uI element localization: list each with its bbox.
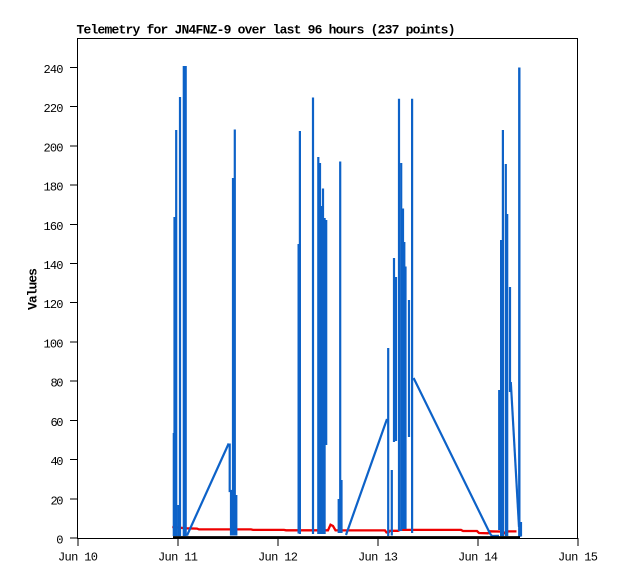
svg-text:Telemetry for JN4FNZ-9 over la: Telemetry for JN4FNZ-9 over last 96 hour… — [77, 23, 456, 38]
svg-text:Jun 12: Jun 12 — [258, 551, 298, 565]
svg-text:200: 200 — [44, 141, 64, 155]
svg-text:120: 120 — [44, 298, 64, 312]
svg-text:Jun 10: Jun 10 — [58, 551, 98, 565]
svg-text:100: 100 — [44, 338, 64, 352]
svg-text:Values: Values — [26, 268, 41, 310]
svg-text:160: 160 — [44, 220, 64, 234]
svg-text:40: 40 — [51, 455, 64, 469]
svg-text:0: 0 — [56, 534, 63, 548]
svg-text:180: 180 — [44, 181, 64, 195]
svg-text:Jun 14: Jun 14 — [458, 551, 498, 565]
svg-text:60: 60 — [51, 416, 64, 430]
svg-text:Jun 13: Jun 13 — [358, 551, 398, 565]
svg-text:Jun 11: Jun 11 — [158, 551, 198, 565]
svg-text:140: 140 — [44, 259, 64, 273]
svg-text:Jun 15: Jun 15 — [558, 551, 598, 565]
svg-text:80: 80 — [51, 377, 64, 391]
svg-text:220: 220 — [44, 102, 64, 116]
svg-text:240: 240 — [44, 63, 64, 77]
svg-text:20: 20 — [51, 494, 64, 508]
